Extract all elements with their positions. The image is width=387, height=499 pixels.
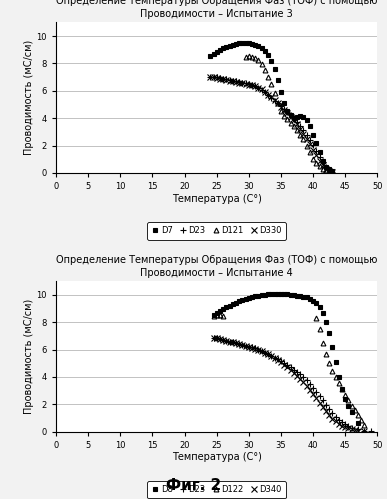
Title: Определение Температуры Обращения Фаз (ТОФ) с помощью
Проводимости – Испытание 4: Определение Температуры Обращения Фаз (Т… (56, 255, 377, 277)
Y-axis label: Проводимость (мС/см): Проводимость (мС/см) (24, 299, 34, 414)
X-axis label: Температура (С°): Температура (С°) (172, 194, 262, 204)
Text: Фиг. 2: Фиг. 2 (166, 478, 221, 493)
Title: Определение Температуры Обращения Фаз (ТОФ) с помощью
Проводимости – Испытание 3: Определение Температуры Обращения Фаз (Т… (56, 0, 377, 19)
Legend: D8, D23, D122, D340: D8, D23, D122, D340 (147, 481, 286, 499)
X-axis label: Температура (С°): Температура (С°) (172, 453, 262, 463)
Legend: D7, D23, D121, D330: D7, D23, D121, D330 (147, 222, 286, 240)
Y-axis label: Проводимость (мС/см): Проводимость (мС/см) (24, 40, 34, 155)
